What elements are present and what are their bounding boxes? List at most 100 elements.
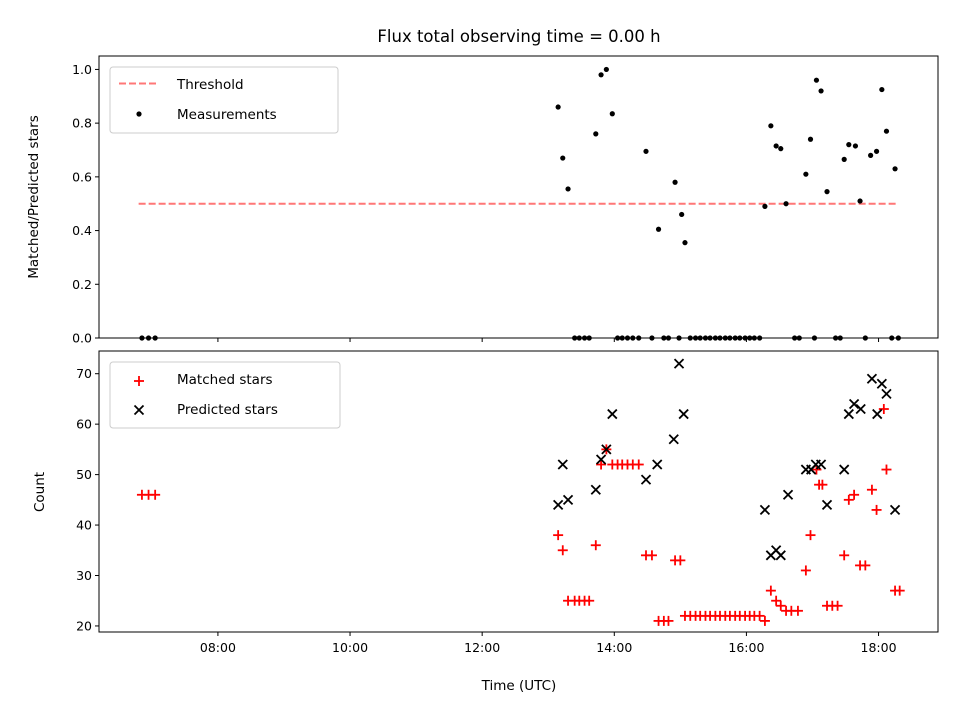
ratio-y-axis-title: Matched/Predicted stars — [26, 115, 42, 278]
measurement-point — [879, 86, 885, 93]
measurement-point — [892, 166, 898, 172]
matched-point — [596, 459, 607, 470]
measurement-point — [883, 128, 890, 134]
measurement-point — [857, 198, 863, 204]
matched-point — [150, 489, 161, 500]
matched-point — [839, 550, 850, 561]
matched-point — [805, 530, 816, 541]
matched-point — [860, 560, 871, 571]
measurement-point — [593, 131, 599, 137]
measurement-point — [565, 186, 571, 192]
matched-point — [792, 605, 803, 616]
matched-point — [771, 595, 782, 606]
count-panel: Count 20 30 40 50 60 70 08:00 10:00 12:00 14:00 16… — [32, 350, 939, 655]
predicted-point — [782, 489, 794, 500]
y-tick-label: 30 — [76, 568, 92, 583]
y-tick-label: 70 — [76, 366, 92, 381]
x-tick-label: 12:00 — [464, 640, 500, 655]
matched-point — [881, 464, 892, 475]
matched-point — [663, 615, 674, 626]
y-tick-label: 0.2 — [72, 277, 92, 292]
y-tick-label: 0.8 — [72, 116, 92, 131]
measurement-point — [609, 111, 615, 117]
measurement-point — [679, 211, 685, 218]
matched-point — [800, 565, 811, 576]
y-tick-label: 0.6 — [72, 169, 92, 184]
matched-point — [849, 489, 860, 500]
matched-point — [759, 615, 770, 626]
measurement-point — [603, 66, 609, 73]
predicted-point — [590, 484, 601, 495]
predicted-point — [652, 459, 663, 470]
matched-point — [754, 610, 765, 621]
predicted-point — [673, 358, 685, 369]
measurement-point — [803, 171, 809, 177]
predicted-point — [668, 434, 679, 445]
ratio-legend: Threshold Measurements — [109, 66, 339, 134]
matched-point — [675, 555, 686, 566]
measurement-point — [852, 143, 859, 149]
y-tick-label: 40 — [76, 518, 92, 533]
legend-measurements-swatch — [136, 111, 142, 117]
legend-measurements-label: Measurements — [177, 107, 277, 123]
legend-matched-swatch — [134, 376, 144, 386]
measurement-point — [824, 189, 830, 195]
matched-point — [775, 600, 786, 611]
measurement-point — [813, 77, 820, 83]
y-tick-label: 60 — [76, 417, 92, 432]
measurement-point — [778, 146, 784, 152]
predicted-point — [855, 403, 866, 415]
matched-point — [646, 550, 657, 561]
matched-point — [866, 484, 877, 495]
measurement-point — [846, 142, 852, 148]
measurement-point — [598, 72, 604, 78]
matched-point — [584, 595, 595, 606]
legend-predicted-label: Predicted stars — [177, 402, 278, 418]
x-tick-label: 16:00 — [728, 640, 764, 655]
chart-title: Flux total observing time = 0.00 h — [377, 27, 660, 46]
matched-point — [590, 540, 601, 551]
measurement-point — [643, 148, 649, 154]
plot-frame — [98, 350, 939, 633]
measurement-point — [807, 136, 814, 142]
predicted-point — [866, 373, 878, 384]
predicted-point — [872, 408, 883, 420]
x-axis-title: Time (UTC) — [481, 678, 557, 694]
measurement-point — [868, 152, 874, 158]
ratio-legend-frame — [109, 66, 339, 134]
plot-frame — [98, 55, 939, 339]
predicted-point — [557, 459, 568, 470]
ratio-panel: Matched/Predicted stars 0.0 0.2 0.4 0.6 0.8 1… — [26, 55, 939, 346]
legend-threshold-label: Threshold — [176, 77, 244, 93]
measurement-point — [672, 179, 678, 185]
matched-point — [878, 404, 889, 415]
predicted-point — [815, 459, 827, 470]
y-tick-label: 50 — [76, 467, 92, 482]
x-tick-label: 14:00 — [596, 640, 632, 655]
measurement-point — [762, 203, 768, 209]
predicted-point — [607, 408, 618, 420]
predicted-point — [601, 444, 612, 455]
predicted-point — [843, 408, 854, 420]
y-tick-label: 0.4 — [72, 223, 92, 238]
y-tick-label: 20 — [76, 618, 92, 633]
count-axes: 20 30 40 50 60 70 08:00 10:00 12:00 14:00 16:00 18:… — [76, 350, 939, 655]
measurement-point — [682, 240, 688, 246]
x-tick-label: 18:00 — [861, 640, 897, 655]
x-tick-label: 10:00 — [332, 640, 368, 655]
measurement-point — [655, 226, 662, 232]
predicted-point — [889, 504, 901, 516]
y-tick-label: 1.0 — [72, 62, 92, 77]
measurement-point — [873, 148, 880, 154]
matched-point — [894, 585, 905, 596]
measurement-point — [783, 201, 789, 207]
measurement-point — [560, 155, 566, 161]
predicted-point — [678, 408, 689, 420]
predicted-point — [876, 378, 887, 389]
predicted-point — [595, 454, 607, 465]
matched-point — [832, 600, 843, 611]
measurement-point — [773, 143, 779, 149]
x-tick-label: 08:00 — [200, 640, 236, 655]
predicted-point — [562, 494, 574, 505]
